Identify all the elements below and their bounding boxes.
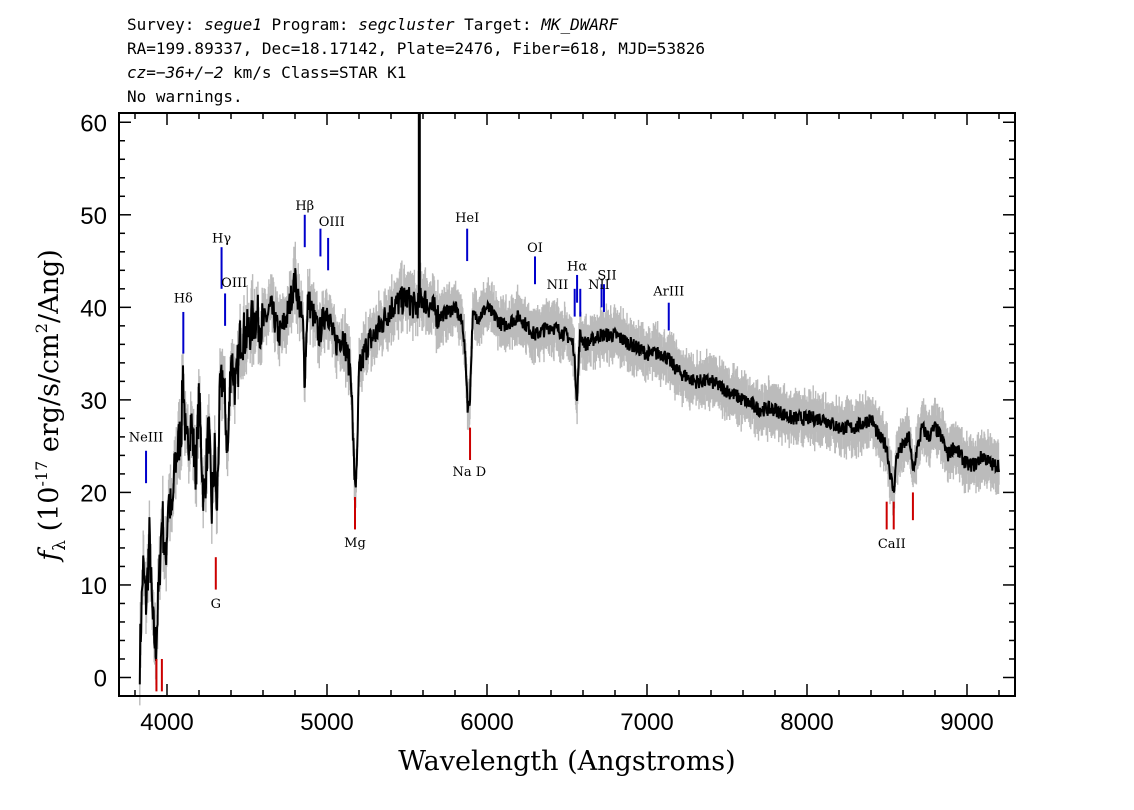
spectral-line-markers bbox=[145, 214, 914, 692]
header-segment: segcluster bbox=[358, 15, 455, 34]
y-tick-label: 60 bbox=[80, 110, 107, 137]
header-segment: Target: bbox=[455, 15, 542, 34]
x-axis-title: Wavelength (Angstroms) bbox=[398, 746, 735, 777]
line-label: NII bbox=[547, 278, 569, 293]
ylabel-exp2: 2 bbox=[32, 323, 51, 333]
x-tick-label: 5000 bbox=[300, 709, 353, 736]
header: Survey: segue1 Program: segcluster Targe… bbox=[127, 15, 705, 106]
y-tick-label: 20 bbox=[80, 480, 107, 507]
x-tick-label: 7000 bbox=[620, 709, 673, 736]
line-label: SII bbox=[597, 269, 616, 284]
line-label: Hγ bbox=[212, 232, 231, 247]
y-axis-title: fλ (10-17 erg/s/cm2/Ang) bbox=[32, 249, 70, 563]
spectrum-line bbox=[138, 268, 1000, 685]
ylabel-post: /Ang) bbox=[34, 249, 65, 323]
header-segment: −36+/−2 bbox=[156, 63, 223, 82]
header-segment: km/s Class=STAR K1 bbox=[223, 63, 406, 82]
y-tick-label: 40 bbox=[80, 295, 107, 322]
ylabel-pre: (10 bbox=[34, 487, 65, 540]
line-label: G bbox=[211, 597, 221, 612]
line-label: NII bbox=[588, 278, 610, 293]
line-label: HeI bbox=[455, 211, 479, 226]
header-segment: MK_DWARF bbox=[540, 15, 618, 34]
line-label: OIII bbox=[221, 276, 247, 291]
plot-frame bbox=[118, 112, 1016, 697]
x-tick-label: 9000 bbox=[940, 709, 993, 736]
y-tick-label: 50 bbox=[80, 203, 107, 230]
header-segment: cz= bbox=[127, 63, 156, 82]
x-tick-label: 6000 bbox=[460, 709, 513, 736]
line-label: Na D bbox=[453, 465, 487, 480]
ylabel-mid: erg/s/cm bbox=[34, 333, 65, 461]
line-label: CaII bbox=[878, 537, 906, 552]
header-line-coordinates: RA=199.89337, Dec=18.17142, Plate=2476, … bbox=[127, 39, 705, 58]
y-tick-labels: 0 10 20 30 40 50 60 bbox=[80, 110, 107, 692]
header-segment: segue1 bbox=[204, 15, 262, 34]
ylabel-sub: λ bbox=[50, 540, 70, 551]
header-line-survey: Survey: segue1 Program: segcluster Targe… bbox=[127, 15, 619, 34]
x-tick-label: 8000 bbox=[780, 709, 833, 736]
header-line-redshift-class: cz=−36+/−2 km/s Class=STAR K1 bbox=[127, 63, 406, 82]
line-label: ArIII bbox=[652, 284, 684, 299]
y-tick-label: 30 bbox=[80, 388, 107, 415]
line-label: NeIII bbox=[129, 431, 163, 446]
axis-ticks bbox=[119, 113, 1015, 696]
line-label: Hβ bbox=[295, 199, 314, 214]
line-label: OIII bbox=[319, 215, 345, 230]
line-label: Hα bbox=[567, 259, 587, 274]
y-tick-label: 0 bbox=[94, 665, 107, 692]
line-label: OI bbox=[527, 241, 543, 256]
header-segment: Survey: bbox=[127, 15, 204, 34]
line-label: Mg bbox=[344, 536, 366, 551]
header-line-warnings: No warnings. bbox=[127, 87, 243, 106]
header-segment: Program: bbox=[262, 15, 358, 34]
y-tick-label: 10 bbox=[80, 573, 107, 600]
x-tick-labels: 4000 5000 6000 7000 8000 9000 bbox=[140, 709, 993, 736]
spectrum-series bbox=[138, 113, 1000, 685]
line-label: Hδ bbox=[174, 292, 193, 307]
ylabel-exp1: -17 bbox=[32, 461, 51, 487]
x-tick-label: 4000 bbox=[140, 709, 193, 736]
